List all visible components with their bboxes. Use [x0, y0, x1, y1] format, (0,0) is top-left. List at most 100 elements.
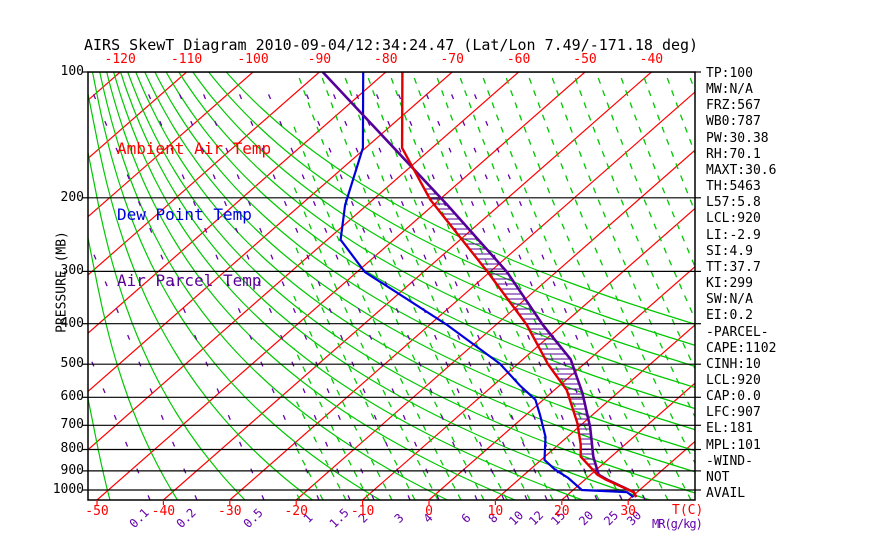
isotherm-line: [88, 72, 254, 218]
pressure-tick-label: 1000: [52, 482, 84, 497]
dry-adiabat-line: [154, 72, 695, 431]
mixing-ratio-line: [441, 72, 623, 500]
moist-adiabat-line: [388, 72, 577, 500]
temp-unit-label: T(C): [672, 503, 704, 518]
dry-adiabat-line: [165, 72, 695, 410]
top-temp-tick-label: -70: [440, 52, 464, 67]
moist-adiabat-line: [803, 72, 870, 500]
stat-line: LCL:920: [706, 211, 761, 227]
dry-adiabat-line: [127, 72, 695, 494]
top-temp-tick-label: -60: [506, 52, 531, 67]
mixing-ratio-line: [229, 72, 411, 500]
isotherm-line: [88, 72, 519, 451]
moist-adiabat-line: [526, 72, 695, 465]
mixing-ratio-line: [138, 72, 320, 500]
mixing-ratio-line: [88, 79, 265, 500]
bottom-temp-tick-label: 10: [487, 504, 504, 519]
plot-grid: [0, 72, 870, 500]
top-temp-tick-label: -50: [573, 52, 597, 67]
chart-title: AIRS SkewT Diagram 2010-09-04/12:34:24.4…: [84, 36, 699, 54]
moist-adiabat-line: [342, 72, 531, 500]
moist-adiabat-line: [503, 72, 692, 500]
stat-line: TP:100: [706, 66, 753, 81]
plot-legend: Ambient Air Temp Dew Point Temp Air Parc…: [117, 94, 271, 336]
moist-adiabat-line: [293, 295, 393, 500]
mixing-ratio-line: [416, 72, 598, 500]
stat-line: LCL:920: [706, 372, 761, 388]
legend-dew-point-temp: Dew Point Temp: [117, 205, 252, 224]
stat-line: -PARCEL-: [706, 324, 769, 340]
stat-line: FRZ:567: [706, 98, 761, 114]
isotherm-line: [495, 324, 695, 500]
stat-line: SW:N/A: [706, 292, 753, 308]
moist-adiabat-line: [296, 72, 485, 500]
isotherm-line: [88, 72, 387, 334]
dry-adiabat-line: [106, 72, 516, 500]
stat-line: CAPE:1102: [706, 340, 777, 356]
ambient-temp-curve: [400, 72, 638, 498]
stat-line: MW:N/A: [706, 82, 753, 98]
bottom-temp-tick-label: 20: [553, 504, 570, 519]
mixing-ratio-line: [323, 72, 505, 500]
moist-adiabat-line: [319, 72, 508, 500]
mixing-ratio-line: [366, 72, 548, 500]
bottom-temp-tick-label: -50: [85, 504, 109, 519]
plot-border: [87, 71, 696, 501]
legend-ambient-air-temp: Ambient Air Temp: [117, 139, 272, 158]
legend-air-parcel-temp: Air Parcel Temp: [117, 271, 262, 290]
stat-line: CINH:10: [706, 356, 761, 372]
stat-line: -WIND-: [706, 453, 753, 469]
dry-adiabat-line: [208, 72, 695, 346]
isotherm-line: [428, 265, 695, 500]
dry-adiabat-line: [88, 234, 179, 500]
moist-adiabat-line: [292, 123, 462, 500]
stat-line: PW:30.38: [706, 130, 769, 146]
dry-adiabat-line: [88, 149, 246, 500]
top-temp-tick-label: -120: [104, 52, 136, 67]
mixing-ratio-unit-label: MR(g/kg): [652, 517, 703, 531]
mixing-ratio-line: [193, 72, 375, 500]
mixing-ratio-line: [388, 72, 570, 500]
moist-adiabat-line: [457, 72, 646, 500]
isotherm-line: [362, 207, 695, 500]
stat-line: EI:0.2: [706, 308, 753, 324]
top-temp-tick-label: -40: [639, 52, 664, 67]
isotherm-line: [88, 72, 453, 393]
bottom-temp-tick-label: -10: [350, 504, 375, 519]
mixing-ratio-tick-label: 3: [392, 511, 407, 526]
bottom-temp-tick-label: 30: [620, 504, 637, 519]
dry-adiabat-line: [225, 72, 695, 325]
isotherm-line: [295, 149, 695, 500]
dry-adiabat-line: [91, 72, 381, 500]
moist-adiabat-line: [293, 487, 301, 500]
dry-adiabat-line: [135, 72, 695, 473]
moist-adiabat-line: [572, 72, 695, 371]
dry-adiabat-line: [88, 395, 111, 500]
stat-line: TT:37.7: [706, 259, 761, 275]
dry-adiabat-line: [192, 72, 695, 368]
stat-line: TH:5463: [706, 179, 761, 195]
moist-adiabat-line: [293, 347, 370, 500]
moist-adiabat-line: [411, 72, 600, 500]
top-temp-tick-label: -100: [237, 52, 269, 67]
pressure-tick-label: 300: [60, 263, 84, 279]
isotherm-line: [0, 72, 54, 500]
stat-line: L57:5.8: [706, 195, 761, 211]
mixing-ratio-line: [258, 72, 440, 500]
moist-adiabat-line: [595, 72, 695, 321]
pressure-tick-label: 900: [60, 462, 84, 478]
dry-adiabat-line: [88, 90, 313, 500]
moist-adiabat-line: [549, 72, 695, 419]
isotherm-line: [163, 72, 652, 500]
pressure-tick-label: 700: [60, 417, 84, 433]
moist-adiabat-line: [664, 72, 695, 155]
moist-adiabat-line: [618, 72, 695, 269]
parcel-curve: [321, 72, 638, 498]
pressure-tick-label: 800: [60, 441, 84, 457]
dry-adiabat-line: [113, 72, 583, 500]
bottom-temp-tick-label: -20: [284, 504, 308, 519]
stat-line: NOT: [706, 469, 730, 485]
bottom-temp-tick-label: -40: [151, 504, 176, 519]
